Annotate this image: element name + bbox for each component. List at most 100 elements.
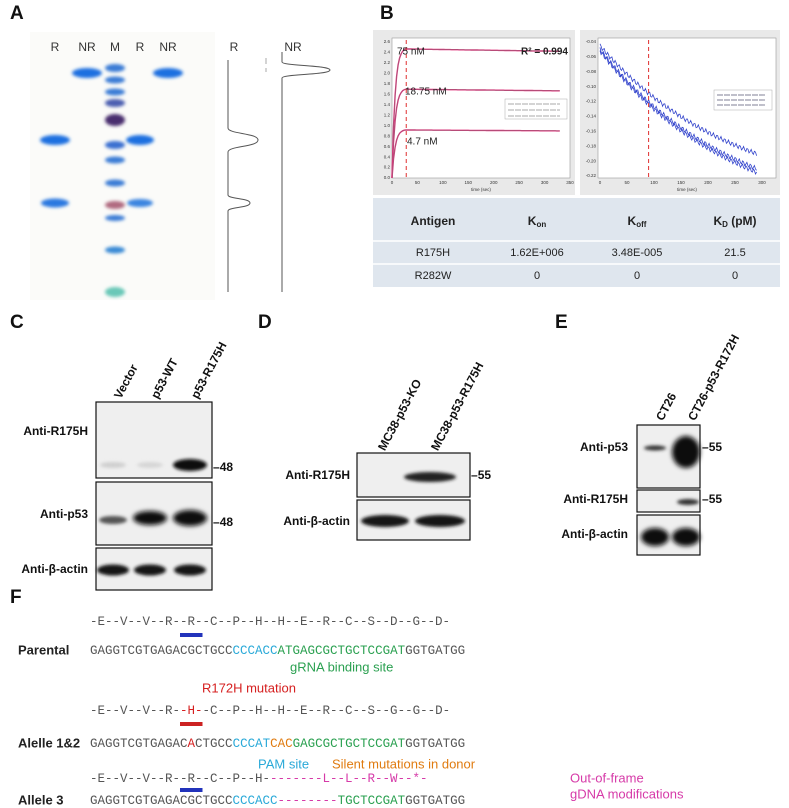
codon-highlight [180, 722, 203, 726]
dna-segment: GAGGTCGTGAGACGCTGCC [90, 794, 233, 808]
band [677, 499, 699, 505]
y-tick-label: -0.14 [586, 114, 597, 119]
band [173, 510, 207, 526]
dna-segment: GGTGATGG [405, 644, 465, 658]
band [105, 141, 125, 149]
mw-marker: –55 [702, 492, 722, 506]
y-tick-label: -0.20 [586, 158, 597, 163]
panel-label: B [380, 3, 394, 24]
x-tick-label: 0 [391, 180, 394, 185]
band [672, 436, 700, 468]
data-curve [391, 89, 560, 179]
y-tick-label: 1.2 [384, 112, 391, 117]
dna-segment: GAGCGCTGCTCCGAT [293, 737, 406, 751]
dash: – [702, 440, 709, 454]
table-header: Kon [528, 214, 547, 229]
x-tick-label: 100 [439, 180, 447, 185]
header-subscript: D [722, 220, 728, 229]
y-tick-label: -0.06 [586, 54, 597, 59]
band [173, 459, 207, 471]
x-tick-label: 300 [541, 180, 549, 185]
antibody-label: Anti-β-actin [283, 514, 350, 528]
y-tick-label: -0.16 [586, 129, 597, 134]
band [644, 445, 666, 451]
band [105, 156, 125, 164]
mw-value: 55 [709, 440, 723, 454]
table-cell: 0 [634, 270, 640, 282]
annotation: PAM site [258, 756, 309, 771]
trace [227, 60, 259, 292]
table-cell: 21.5 [724, 247, 745, 259]
protein-segment: -E--V--V--R--R--C--P--H--H--E--R--C--S--… [90, 615, 450, 629]
dna-segment: GAGGTCGTGAGAC [90, 737, 188, 751]
annotation: R172H mutation [202, 680, 296, 695]
dna-segment: GGTGATGG [405, 737, 465, 751]
table-cell: R175H [416, 247, 450, 259]
protein-segment: -E--V--V--R- [90, 704, 180, 718]
r-squared: R² = 0.994 [521, 47, 568, 58]
band [100, 462, 126, 468]
dash: – [471, 468, 478, 482]
y-tick-label: 2.4 [384, 50, 391, 55]
band [126, 135, 154, 145]
band [133, 511, 167, 525]
band [174, 564, 206, 576]
dna-segment: GAGGTCGTGAGACGCTGCC [90, 644, 233, 658]
mw-value: 48 [220, 515, 234, 529]
y-tick-label: 1.8 [384, 81, 391, 86]
protein-sequence: -E--V--V--R--R--C--P--H--------L--L--R--… [90, 772, 428, 786]
band [105, 76, 125, 84]
table-header: Antigen [411, 214, 456, 228]
header-text: K [713, 214, 722, 228]
concentration-label: 18.75 nM [405, 87, 447, 98]
protein-segment: -------L--L--R--W--*- [270, 772, 428, 786]
panel-label: A [10, 3, 24, 24]
panel-label: C [10, 312, 24, 333]
x-tick-label: 150 [677, 180, 685, 185]
y-tick-label: 0.2 [384, 165, 391, 170]
panel-label: F [10, 587, 22, 608]
band [134, 564, 166, 576]
band [99, 516, 127, 524]
blot [636, 489, 701, 513]
band [641, 528, 669, 546]
header-suffix: (pM) [728, 214, 757, 228]
band [105, 179, 125, 187]
y-tick-label: 1.6 [384, 91, 391, 96]
y-tick-label: -0.10 [586, 84, 597, 89]
mw-value: 48 [220, 460, 234, 474]
allele-label: Parental [18, 642, 69, 657]
band [105, 215, 125, 221]
y-tick-label: -0.04 [586, 39, 597, 44]
dna-sequence: GAGGTCGTGAGACGCTGCCCCCACCATGAGCGCTGCTCCG… [90, 644, 465, 658]
allele-label: Allele 3 [18, 792, 64, 807]
x-tick-label: 50 [624, 180, 630, 185]
antibody-label: Anti-p53 [580, 440, 628, 454]
mw-marker: –48 [213, 460, 233, 474]
band [127, 199, 153, 207]
band [672, 528, 700, 546]
dna-segment: CAC [270, 737, 293, 751]
dissociation-curve [599, 50, 757, 176]
trace [281, 52, 331, 292]
dna-segment: A [188, 737, 196, 751]
dash: – [213, 515, 220, 529]
header-text: Antigen [411, 214, 456, 228]
header-text: K [628, 214, 637, 228]
annotation: Silent mutations in donor [332, 756, 476, 771]
dna-segment: CTGCC [195, 737, 233, 751]
annotation: gDNA modifications [570, 786, 684, 801]
mw-marker: –55 [702, 440, 722, 454]
table-header: KD (pM) [713, 214, 756, 229]
dna-sequence: GAGGTCGTGAGACACTGCCCCCATCACGAGCGCTGCTCCG… [90, 737, 465, 751]
table-cell: 0 [534, 270, 540, 282]
annotation: gRNA binding site [290, 659, 393, 674]
band [72, 68, 102, 78]
y-tick-label: -0.18 [586, 143, 597, 148]
x-tick-label: 250 [515, 180, 523, 185]
band [105, 246, 125, 254]
y-tick-label: 1.0 [384, 123, 391, 128]
x-axis-label: time (sec) [471, 187, 491, 192]
x-tick-label: 200 [490, 180, 498, 185]
